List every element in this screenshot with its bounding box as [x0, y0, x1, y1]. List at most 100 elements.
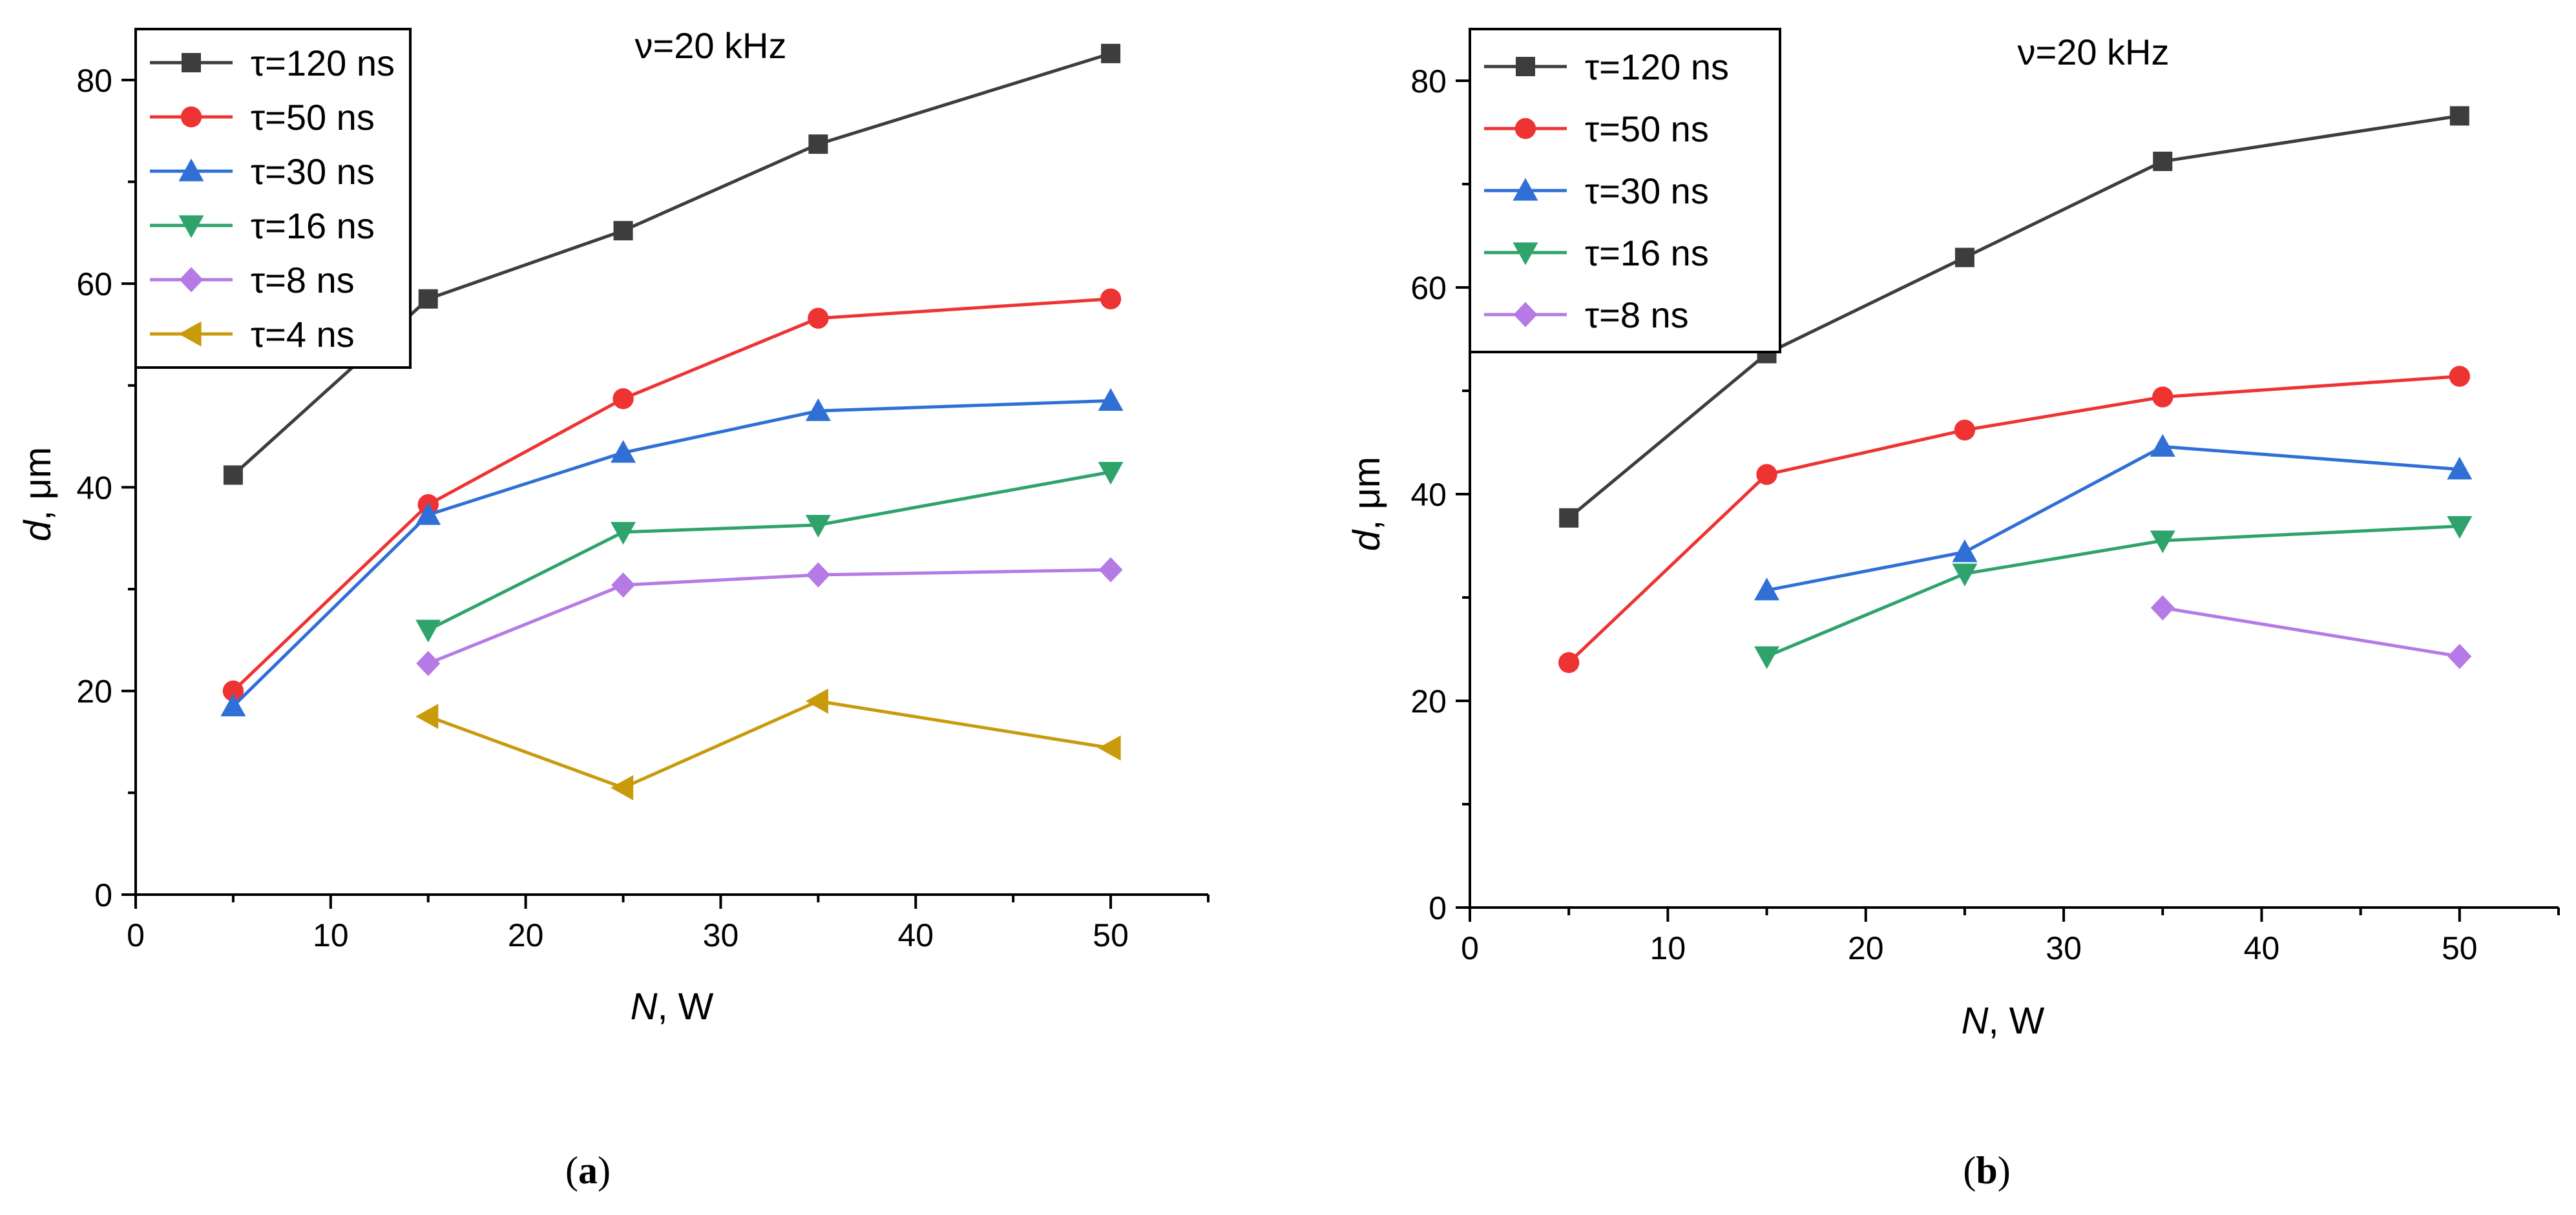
legend: τ=120 ns τ=50 ns τ=30 ns τ=16 ns τ=8 ns [1469, 28, 1781, 353]
data-point [1754, 577, 1780, 601]
data-point [415, 502, 441, 525]
legend-label: τ=120 ns [1585, 47, 1729, 87]
y-axis-variable: d [1346, 529, 1388, 551]
data-point [613, 221, 633, 241]
data-point [1559, 508, 1579, 528]
data-point [415, 703, 439, 729]
data-point [2447, 643, 2472, 669]
legend-entry: τ=50 ns [1484, 109, 1709, 149]
caption-close: ) [598, 1149, 611, 1192]
legend-label: τ=8 ns [251, 260, 355, 300]
legend-swatch-marker [178, 321, 202, 347]
legend-label: τ=120 ns [251, 43, 395, 83]
x-tick-label: 40 [2244, 930, 2280, 966]
y-tick-label: 20 [1410, 683, 1447, 720]
data-point [2153, 151, 2173, 171]
x-axis-variable: N [631, 986, 658, 1028]
legend-label: τ=16 ns [251, 205, 375, 246]
y-tick-label: 0 [94, 877, 112, 913]
legend-entry: τ=50 ns [150, 97, 375, 138]
data-point [223, 465, 243, 485]
legend-swatch-marker [1513, 242, 1538, 265]
y-axis-unit: , μm [17, 447, 59, 521]
legend-entry: τ=30 ns [150, 151, 375, 192]
data-point [613, 388, 634, 410]
caption-label: a [578, 1149, 598, 1192]
data-point [1558, 652, 1580, 673]
legend-entry: τ=16 ns [150, 205, 375, 246]
series-line [427, 699, 1111, 789]
legend-swatch-marker [182, 53, 201, 72]
y-axis-unit: , μm [1346, 457, 1388, 530]
data-point [611, 774, 634, 800]
data-point [808, 307, 829, 329]
series-5 [416, 557, 1123, 676]
data-point [1101, 43, 1121, 63]
data-point [805, 515, 831, 538]
data-point [1756, 464, 1777, 485]
x-tick-label: 50 [1093, 917, 1129, 953]
legend-swatch-marker [180, 106, 202, 128]
data-point [2449, 106, 2469, 126]
caption-close: ) [1998, 1149, 2011, 1192]
legend-entry: τ=120 ns [1484, 47, 1729, 87]
legend-swatch-marker [178, 215, 204, 238]
data-point [611, 572, 636, 598]
series-line [427, 470, 1111, 632]
x-tick-label: 30 [703, 917, 739, 953]
y-axis-title: d, μm [1346, 457, 1388, 551]
series-4 [415, 462, 1124, 643]
data-point [611, 522, 636, 545]
series-5 [2150, 595, 2472, 669]
legend-swatch-marker [1516, 57, 1535, 76]
plot-frame: 0 10 20 30 40 50 0 20 40 60 80 [1410, 29, 2560, 966]
data-point [222, 680, 244, 701]
x-tick-label: 50 [2442, 930, 2478, 966]
caption-open: ( [565, 1149, 578, 1192]
chart-panel-a: 0 10 20 30 40 50 0 20 40 60 80 τ=120 ns τ=50 ns τ=30… [17, 25, 1209, 1192]
x-tick-label: 40 [897, 917, 934, 953]
data-point [1098, 735, 1121, 761]
chart-panel-b: 0 10 20 30 40 50 0 20 40 60 80 τ=120 ns τ=50 ns τ=30… [1346, 28, 2560, 1192]
data-point [2447, 516, 2473, 539]
legend-label: τ=30 ns [1585, 171, 1709, 211]
legend-swatch-marker [1513, 178, 1538, 201]
x-tick-label: 20 [1848, 930, 1884, 966]
y-tick-label: 80 [1410, 63, 1447, 99]
legend-label: τ=30 ns [251, 151, 375, 192]
legend-swatch-marker [179, 267, 204, 293]
x-axis-unit: , W [657, 986, 713, 1028]
y-tick-label: 40 [76, 470, 112, 506]
data-point [220, 693, 246, 716]
data-point [1952, 539, 1978, 563]
data-point [2150, 433, 2175, 457]
data-point [611, 440, 636, 463]
panel-caption: (a) [565, 1149, 611, 1192]
series-layer [1558, 106, 2473, 673]
legend: τ=120 ns τ=50 ns τ=30 ns τ=16 ns τ=8 ns τ=4 n… [134, 28, 412, 369]
data-point [1100, 288, 1122, 309]
data-point [1954, 419, 1976, 441]
legend-label: τ=16 ns [1585, 233, 1709, 273]
series-2 [1558, 366, 2471, 673]
y-tick-label: 80 [76, 63, 112, 99]
panel-caption: (b) [1963, 1149, 2010, 1192]
series-line [1766, 524, 2460, 658]
data-point [806, 562, 830, 588]
x-tick-label: 30 [2046, 930, 2082, 966]
data-point [1954, 247, 1974, 267]
data-point [2447, 457, 2473, 480]
legend-label: τ=4 ns [251, 314, 355, 355]
x-axis-title: N, W [631, 986, 714, 1028]
y-axis-title: d, μm [17, 447, 59, 541]
y-axis-variable: d [17, 519, 59, 541]
x-axis-unit: , W [1988, 1000, 2044, 1042]
legend-swatch-marker [1513, 302, 1538, 327]
x-axis-variable: N [1962, 1000, 1989, 1042]
data-point [2449, 366, 2471, 387]
legend-swatch-marker [1514, 118, 1536, 140]
legend-label: τ=50 ns [1585, 109, 1709, 149]
series-layer [220, 43, 1124, 800]
series-line [427, 568, 1111, 665]
